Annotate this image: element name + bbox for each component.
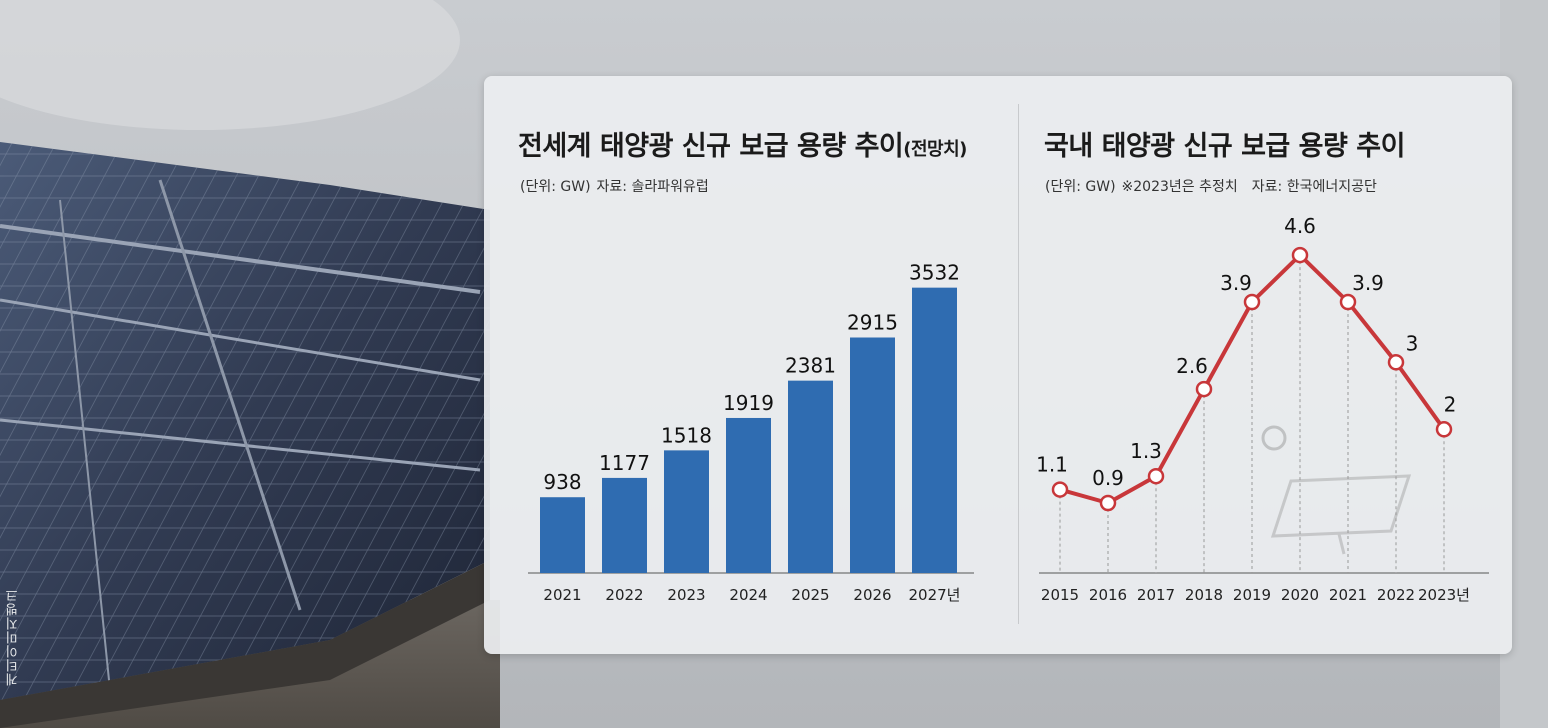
point-2023년 — [1435, 421, 1453, 438]
tick-label-2023: 2023 — [667, 586, 705, 604]
bar-2021 — [540, 497, 585, 573]
bar-2022 — [602, 477, 647, 573]
bar-2027년 — [912, 287, 957, 573]
solar-panel-icon — [1261, 425, 1412, 555]
tick-label-2018: 2018 — [1185, 586, 1223, 604]
value-label-2016: 0.9 — [1092, 466, 1124, 490]
unit-note: (단위: GW) — [1045, 179, 1116, 195]
point-2021 — [1339, 293, 1357, 311]
tick-label-2015: 2015 — [1041, 586, 1079, 604]
bar-2024 — [726, 417, 771, 573]
tick-label-2023년: 2023년 — [1418, 586, 1470, 604]
tick-label-2017: 2017 — [1137, 586, 1175, 604]
point-2022 — [1387, 354, 1405, 371]
tick-label-2021: 2021 — [1329, 586, 1367, 604]
value-label-2017: 1.3 — [1130, 439, 1162, 463]
value-label-2021: 3.9 — [1352, 271, 1384, 295]
chart-subtitle: (단위: GW) ※2023년은 추정치 자료: 한국에너지공단 — [1045, 176, 1383, 196]
chart-title-text: 전세계 태양광 신규 보급 용량 추이 — [518, 131, 904, 162]
point-2016 — [1099, 494, 1117, 512]
bar-2025 — [788, 380, 833, 573]
bar-plot-area: 938 2021 1177 2022 1518 2023 1919 2024 2381 2025 2… — [528, 261, 974, 604]
value-label-2022: 1177 — [599, 451, 650, 475]
value-label-2026: 2915 — [847, 310, 898, 334]
value-label-2020: 4.6 — [1284, 214, 1316, 238]
value-label-2027년: 3532 — [909, 261, 960, 285]
bar-2023 — [664, 450, 709, 573]
source-note: 자료: 한국에너지공단 — [1251, 179, 1377, 195]
tick-label-2016: 2016 — [1089, 586, 1127, 604]
tick-label-2021: 2021 — [543, 586, 581, 604]
line-plot-area: 1.1 2015 0.9 2016 1.3 2017 2.6 2018 3.9 2019 4.6 20… — [1036, 214, 1489, 604]
tick-label-2020: 2020 — [1281, 586, 1319, 604]
chart-panel: 전세계 태양광 신규 보급 용량 추이(전망치) (단위: GW) 자료: 솔라파… — [484, 76, 1512, 654]
chart-title-suffix: (전망치) — [903, 139, 967, 160]
value-label-2015: 1.1 — [1036, 453, 1068, 477]
value-label-2023: 1518 — [661, 423, 712, 447]
value-label-2024: 1919 — [723, 391, 774, 415]
point-2017 — [1147, 467, 1165, 485]
point-2020 — [1291, 246, 1309, 264]
chart-title: 전세계 태양광 신규 보급 용량 추이(전망치) — [518, 124, 967, 163]
tick-label-2026: 2026 — [853, 586, 891, 604]
value-label-2022: 3 — [1406, 331, 1419, 355]
tick-label-2027년: 2027년 — [909, 586, 961, 604]
estimate-note: ※2023년은 추정치 — [1121, 179, 1238, 195]
point-2018 — [1195, 380, 1213, 398]
point-2019 — [1243, 293, 1261, 311]
domestic-solar-line-chart: 국내 태양광 신규 보급 용량 추이 (단위: GW) ※2023년은 추정치 자료… — [1019, 76, 1512, 654]
tick-label-2022: 2022 — [1377, 586, 1415, 604]
value-label-2021: 938 — [543, 470, 581, 494]
chart-title: 국내 태양광 신규 보급 용량 추이 — [1044, 131, 1405, 162]
value-label-2025: 2381 — [785, 354, 836, 378]
tick-label-2022: 2022 — [605, 586, 643, 604]
source-note: 자료: 솔라파워유럽 — [596, 179, 709, 195]
bar-2026 — [850, 337, 895, 573]
unit-note: (단위: GW) — [520, 179, 591, 195]
panel-divider — [1018, 104, 1019, 624]
tick-label-2019: 2019 — [1233, 586, 1271, 604]
global-solar-bar-chart: 전세계 태양광 신규 보급 용량 추이(전망치) (단위: GW) 자료: 솔라파… — [484, 76, 1018, 654]
chart-subtitle: (단위: GW) 자료: 솔라파워유럽 — [520, 176, 715, 196]
value-label-2023년: 2 — [1444, 392, 1457, 416]
value-label-2018: 2.6 — [1176, 354, 1208, 378]
photo-credit: 게티이미지뱅크 — [6, 588, 21, 686]
point-2015 — [1051, 481, 1069, 498]
tick-label-2024: 2024 — [729, 586, 767, 604]
value-label-2019: 3.9 — [1220, 271, 1252, 295]
tick-label-2025: 2025 — [791, 586, 829, 604]
